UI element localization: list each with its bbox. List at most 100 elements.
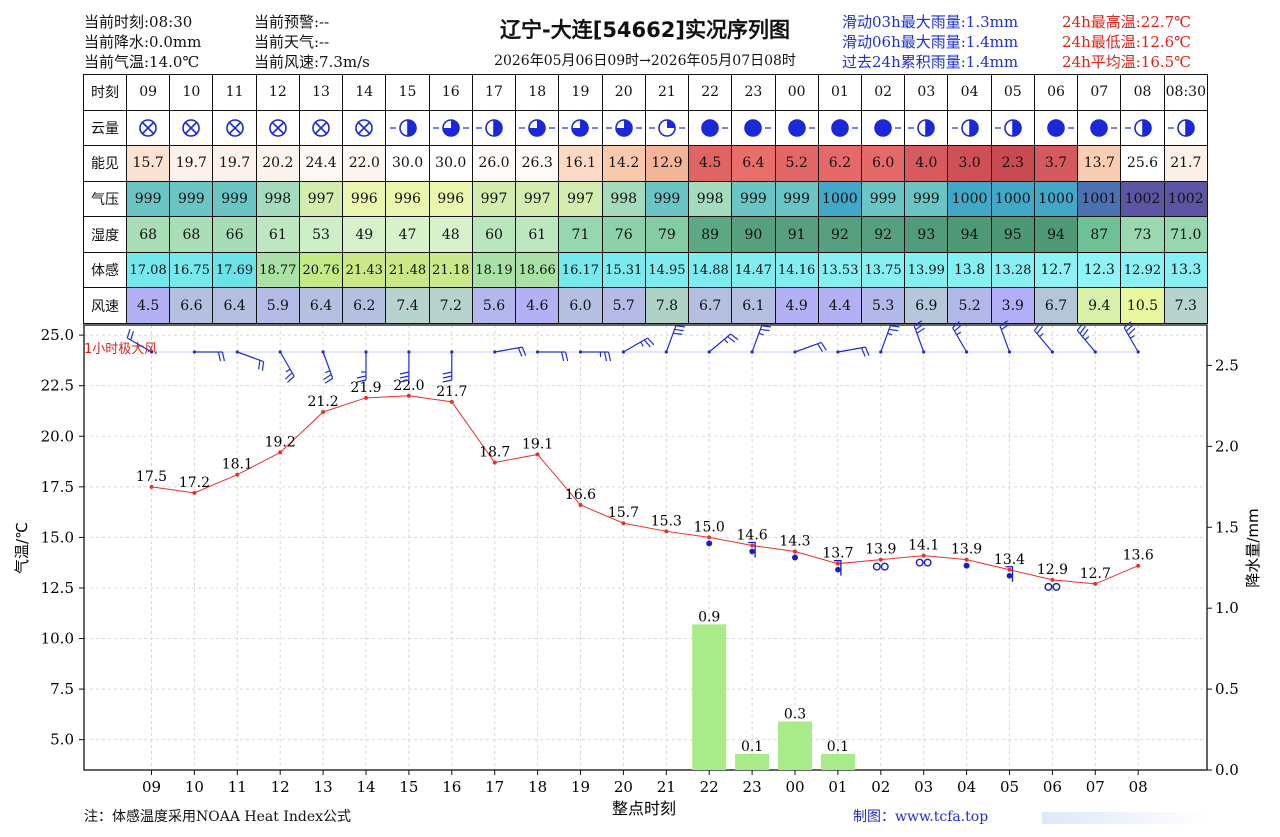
x-tick-label: 18 — [528, 778, 547, 796]
temperature-label: 12.7 — [1080, 566, 1111, 582]
feel-cell: 13.28 — [990, 251, 1035, 289]
wind-barb-icon — [621, 337, 655, 354]
vis-cell: 15.7 — [125, 145, 171, 182]
wind-cell: 4.5 — [125, 287, 171, 324]
feel-cell: 14.16 — [774, 251, 819, 289]
rain-symbol-icon — [706, 540, 713, 547]
hum-cell: 94 — [1033, 216, 1079, 253]
current-time: 当前时刻:08:30 — [84, 13, 193, 31]
shower-symbol-icon — [1006, 572, 1013, 579]
x-tick-label: 09 — [142, 778, 161, 796]
cloud-cover-icon — [225, 119, 244, 137]
rain-3h-max: 滑动03h最大雨量:1.3mm — [842, 13, 1019, 31]
wind-barb-icon — [793, 341, 827, 354]
feel-cell: 12.7 — [1033, 251, 1079, 289]
vis-cell: 6.0 — [860, 145, 906, 182]
pres-cell: 1002 — [1163, 180, 1209, 218]
hum-cell: 68 — [169, 216, 214, 253]
temperature-point — [878, 557, 883, 562]
vis-cell: 3.0 — [947, 145, 992, 182]
hum-cell: 92 — [817, 216, 862, 253]
wind-cell: 9.4 — [1077, 287, 1122, 324]
x-tick-label: 20 — [614, 778, 633, 796]
times-cell: 01 — [817, 74, 862, 111]
hum-cell: 73 — [1120, 216, 1165, 253]
feel-cell: 14.88 — [688, 251, 733, 289]
drizzle-symbol-icon — [872, 562, 881, 571]
observation-table: 时刻 09 10 11 12 13 14 15 16 17 18 19 20 21 22 23 00 01 02 03… — [83, 74, 1209, 324]
temperature-point — [535, 452, 540, 457]
plot-frame — [83, 324, 1208, 771]
temperature-point — [1050, 577, 1055, 582]
cloud-cover-icon — [139, 119, 157, 137]
wind-barb-icon — [750, 325, 771, 354]
temperature-label: 13.4 — [994, 552, 1025, 568]
pres-cell: 999 — [644, 180, 690, 218]
feel-cell: 12.92 — [1120, 251, 1165, 289]
page-subtitle: 2026年05月06日09时→2026年05月07日08时 — [494, 53, 796, 69]
gust-label: 1小时极大风 — [84, 342, 157, 357]
drizzle-symbol-icon — [915, 558, 924, 567]
vis-cell: 25.6 — [1120, 145, 1165, 182]
times-cell: 02 — [860, 74, 906, 111]
hum-cell: 61 — [255, 216, 300, 253]
hum-cell: 91 — [774, 216, 819, 253]
feel-cell: 17.69 — [212, 251, 257, 289]
wind-barb-icon — [442, 350, 454, 383]
shower-symbol-icon — [749, 548, 755, 555]
temperature-point — [1093, 581, 1098, 586]
pres-cell: 997 — [298, 180, 344, 218]
y2-tick-label: 2.0 — [1215, 437, 1239, 455]
y-tick-label: 5.0 — [50, 731, 74, 749]
feel-cell: 18.77 — [255, 251, 300, 289]
drizzle-symbol-icon — [1052, 582, 1061, 591]
current-temp: 当前气温:14.0℃ — [84, 53, 200, 71]
temperature-point — [921, 553, 926, 558]
hum-cell: 47 — [385, 216, 430, 253]
temperature-point — [364, 395, 368, 400]
vis-cell: 19.7 — [212, 145, 257, 182]
y-tick-label: 22.5 — [41, 377, 74, 395]
wind-barb-icon — [235, 350, 265, 371]
vis-cell: 12.9 — [644, 145, 690, 182]
cloud-cell — [255, 109, 300, 147]
cloud-cover-icon — [605, 119, 642, 137]
x-tick-label: 21 — [657, 778, 676, 796]
temp-24h-min: 24h最低温:12.6℃ — [1062, 33, 1191, 51]
cloud-cover-icon — [389, 119, 417, 137]
cloud-cell — [688, 109, 733, 147]
feel-cell: 15.31 — [601, 251, 646, 289]
x-tick-label: 11 — [228, 778, 247, 796]
cloud-cover-icon — [432, 119, 469, 137]
credit-fade — [1042, 812, 1212, 824]
temperature-line — [151, 395, 1139, 585]
wind-cell: 7.4 — [385, 287, 430, 324]
cloud-cell — [990, 109, 1035, 147]
y-tick-label: 10.0 — [41, 630, 74, 648]
vis-cell: 6.2 — [817, 145, 862, 182]
temp-24h-avg: 24h平均温:16.5℃ — [1062, 53, 1191, 71]
wind-barb-icon — [536, 350, 569, 362]
wind-barb-icon — [879, 325, 900, 354]
wind-cell: 7.2 — [428, 287, 473, 324]
wind-barb-icon — [913, 320, 926, 354]
wind-barb-icon — [192, 350, 225, 362]
cloud-cover-icon — [787, 119, 815, 137]
feel-cell: 13.53 — [817, 251, 862, 289]
shower-bracket-icon — [833, 560, 842, 576]
wind-barb-icon — [1076, 322, 1097, 354]
credit-link[interactable]: 制图：www.tcfa.top — [853, 809, 989, 825]
wind-cell: 7.3 — [1163, 287, 1209, 324]
cloud-cover-icon — [1047, 119, 1075, 137]
vis-cell: 19.7 — [169, 145, 214, 182]
wind-cell: 6.2 — [342, 287, 387, 324]
feel-cell: 17.08 — [125, 251, 171, 289]
times-cell: 10 — [169, 74, 214, 111]
pres-cell: 1000 — [990, 180, 1035, 218]
vis-cell: 16.1 — [558, 145, 603, 182]
temperature-point — [235, 472, 240, 477]
wind-cell: 4.6 — [515, 287, 560, 324]
rain-6h-max: 滑动06h最大雨量:1.4mm — [842, 33, 1019, 51]
temperature-label: 15.7 — [608, 505, 639, 521]
page-title: 辽宁-大连[54662]实况序列图 — [500, 18, 790, 42]
